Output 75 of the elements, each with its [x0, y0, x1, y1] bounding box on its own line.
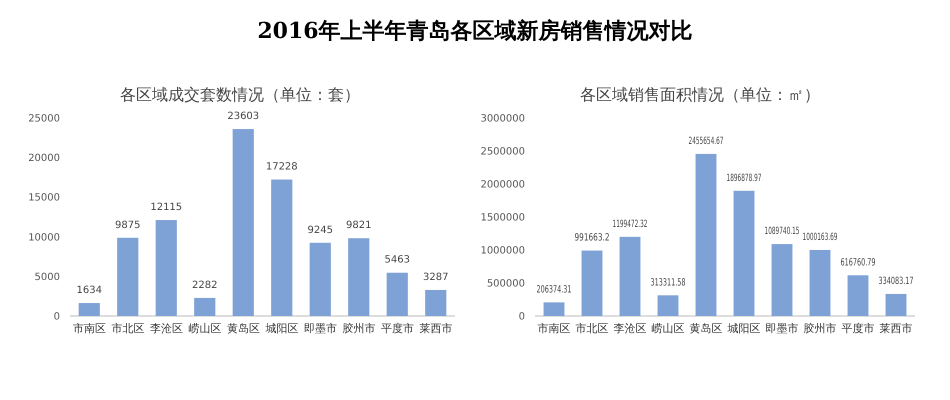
y-tick-label: 2500000: [480, 146, 525, 158]
data-label: 334083.17: [878, 276, 933, 287]
bar: [810, 250, 830, 316]
x-tick-label: 黄岛区: [226, 322, 260, 335]
x-tick-label: 即墨市: [304, 322, 337, 335]
data-label: 3287: [423, 272, 448, 283]
bar: [620, 236, 640, 316]
bar: [348, 238, 370, 316]
x-tick-label: 平度市: [842, 322, 874, 335]
x-tick-label: 平度市: [380, 322, 414, 335]
x-tick-label: 市北区: [576, 322, 608, 335]
bar: [156, 220, 177, 316]
data-label: 2282: [192, 280, 218, 291]
x-tick-label: 崂山区: [652, 322, 684, 335]
y-tick-label: 3000000: [480, 114, 525, 124]
data-label: 1199472.32: [612, 218, 673, 230]
x-tick-label: 城阳区: [726, 322, 760, 335]
data-label: 17228: [266, 162, 298, 173]
bar: [734, 190, 754, 316]
y-tick-label: 0: [54, 312, 60, 322]
chart-subtitle: 各区域成交套数情况（单位：套）: [120, 85, 360, 104]
y-tick-label: 5000: [34, 272, 60, 283]
x-tick-label: 莱西市: [880, 322, 912, 335]
x-tick-label: 即墨市: [766, 322, 798, 335]
data-label: 9245: [308, 224, 333, 236]
data-label: 9821: [346, 220, 372, 232]
x-tick-label: 市北区: [111, 322, 144, 335]
data-label: 991663.2: [574, 232, 622, 244]
y-tick-label: 500000: [486, 278, 525, 290]
y-tick-label: 1500000: [480, 212, 525, 224]
bar: [386, 272, 408, 316]
y-tick-label: 15000: [28, 192, 60, 204]
bar: [544, 302, 564, 316]
bar: [78, 303, 100, 316]
bar: [658, 295, 678, 316]
bar: [886, 294, 906, 316]
data-label: 206374.31: [536, 284, 591, 296]
bar: [194, 298, 216, 316]
bar: [696, 154, 716, 316]
data-label: 2455654.67: [688, 136, 749, 147]
data-label: 1000163.69: [802, 232, 863, 243]
x-tick-label: 城阳区: [264, 322, 298, 335]
bar: [232, 129, 254, 316]
data-label: 313311.58: [650, 277, 705, 288]
bar: [848, 275, 868, 316]
x-tick-label: 胶州市: [804, 322, 836, 335]
bar: [310, 242, 331, 316]
y-tick-label: 10000: [28, 232, 60, 244]
x-tick-label: 莱西市: [419, 322, 452, 335]
bar: [772, 244, 792, 316]
data-label: 9875: [115, 220, 140, 231]
x-tick-label: 李沧区: [614, 322, 646, 335]
y-tick-label: 1000000: [480, 246, 525, 256]
bar: [117, 238, 138, 316]
bar: [425, 290, 446, 316]
x-tick-label: 李沧区: [150, 322, 183, 335]
bar: [271, 180, 292, 316]
data-label: 1634: [76, 285, 102, 296]
y-tick-label: 20000: [28, 153, 60, 164]
chart-subtitle: 各区域销售面积情况（单位：㎡）: [580, 85, 820, 104]
data-label: 616760.79: [840, 257, 895, 268]
y-tick-label: 25000: [28, 114, 60, 124]
bar: [582, 250, 602, 316]
x-tick-label: 崂山区: [188, 322, 222, 335]
y-tick-label: 2000000: [480, 180, 525, 190]
x-tick-label: 胶州市: [342, 322, 376, 335]
data-label: 12115: [150, 202, 182, 214]
data-label: 5463: [384, 254, 410, 266]
x-tick-label: 市南区: [538, 322, 570, 335]
chart-title: 2016年上半年青岛各区域新房销售情况对比: [257, 18, 693, 44]
x-tick-label: 市南区: [72, 322, 106, 335]
y-tick-label: 0: [518, 312, 525, 322]
data-label: 1896878.97: [726, 172, 787, 184]
x-tick-label: 黄岛区: [690, 322, 722, 335]
data-label: 23603: [227, 111, 260, 122]
